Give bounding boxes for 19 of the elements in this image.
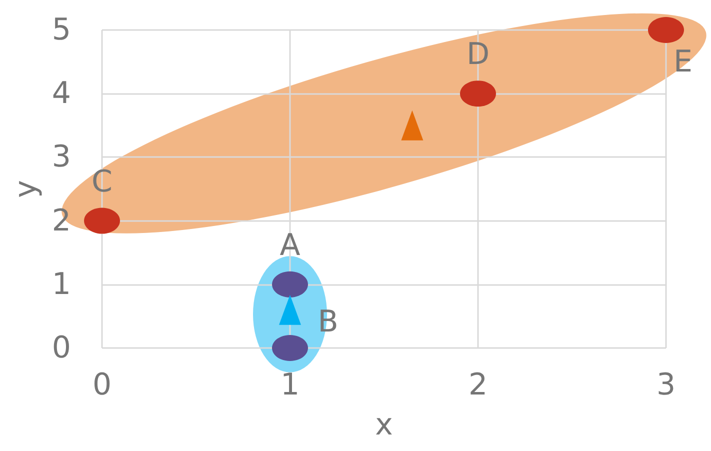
y-tick-label: 5 bbox=[52, 12, 71, 48]
point bbox=[648, 17, 684, 43]
x-tick-label: 1 bbox=[280, 368, 300, 402]
point bbox=[460, 80, 496, 107]
point bbox=[401, 110, 424, 140]
y-tick-label: 0 bbox=[52, 330, 71, 366]
point bbox=[272, 335, 308, 361]
point bbox=[272, 271, 308, 298]
point bbox=[84, 208, 120, 234]
y-tick-label: 1 bbox=[52, 266, 71, 302]
y-tick-label: 4 bbox=[52, 76, 71, 112]
x-tick-label: 3 bbox=[656, 368, 676, 402]
y-tick-label: 2 bbox=[52, 203, 71, 238]
annotation: A bbox=[280, 228, 301, 263]
x-tick-label: 0 bbox=[92, 368, 112, 402]
y-tick-label: 3 bbox=[52, 140, 71, 175]
x-axis-title: x bbox=[375, 408, 393, 442]
y-axis-title: y bbox=[8, 180, 44, 198]
x-tick-label: 2 bbox=[468, 368, 488, 402]
